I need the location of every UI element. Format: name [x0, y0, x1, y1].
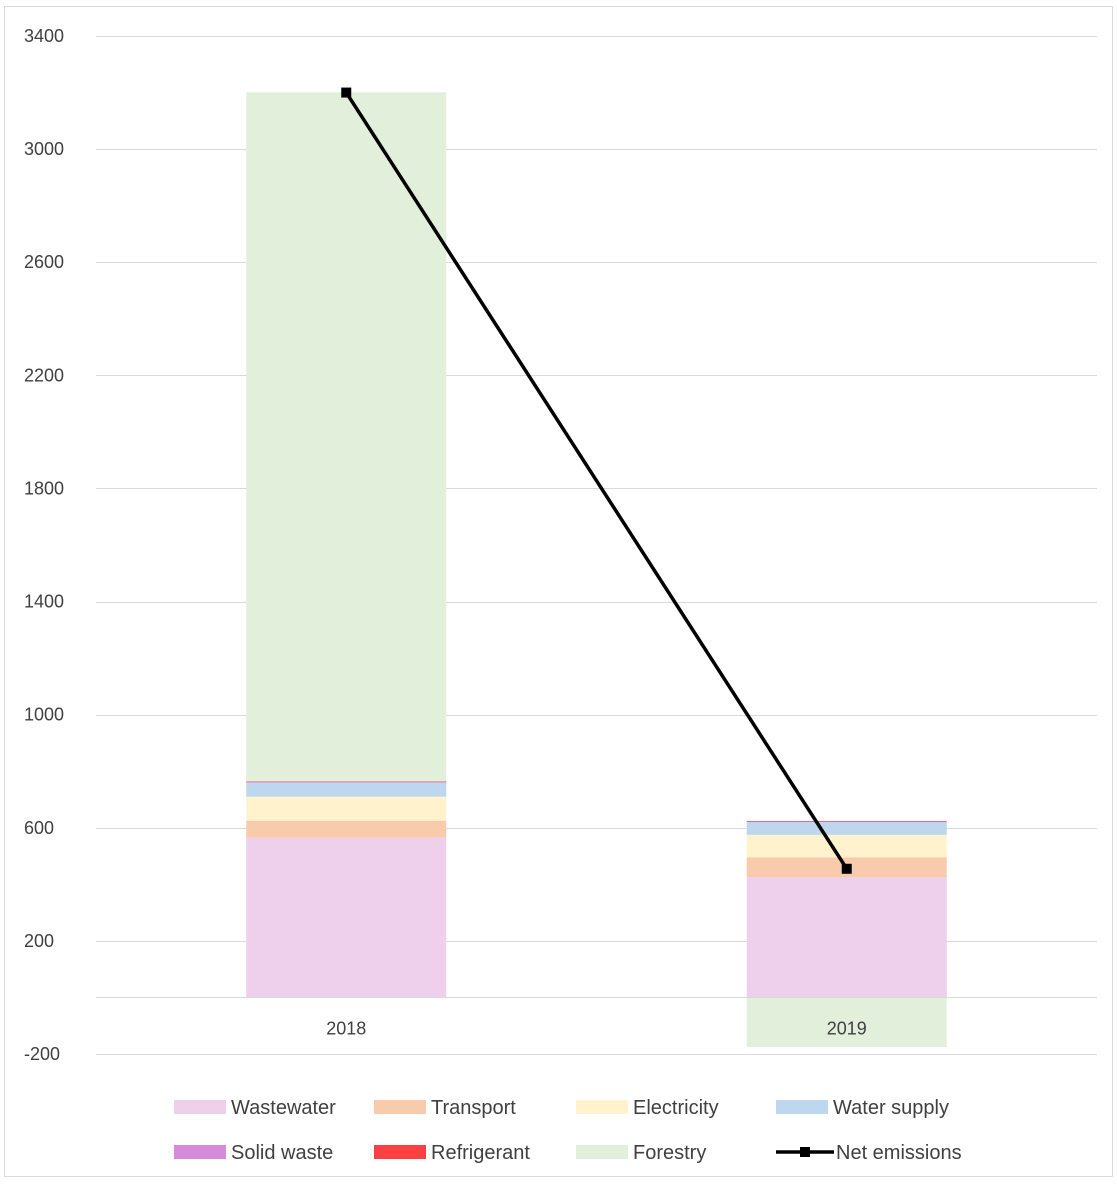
legend-item-water-supply: Water supply [776, 1097, 949, 1119]
legend-swatch-water-supply [776, 1100, 828, 1114]
y-tick-label: 2200 [24, 365, 64, 385]
legend-label-forestry: Forestry [633, 1142, 706, 1164]
x-tick-label-2018: 2018 [326, 1019, 366, 1039]
legend-item-electricity: Electricity [576, 1097, 719, 1119]
bar-solid-waste-2019 [746, 821, 947, 823]
y-axis-tick-labels: 3400 3000 2600 2200 1800 1400 1000 600 200 -200 [24, 26, 64, 1064]
legend-item-transport: Transport [374, 1097, 516, 1119]
y-tick-label: 3400 [24, 26, 64, 46]
legend-label-wastewater: Wastewater [231, 1097, 336, 1119]
bar-water-supply-2019 [746, 822, 947, 835]
net-emissions-series-line [344, 91, 849, 870]
y-tick-label: 2600 [24, 252, 64, 272]
bar-refrigerant-2019 [746, 820, 947, 822]
bar-wastewater-2018 [246, 837, 447, 998]
x-tick-label-2019: 2019 [827, 1019, 867, 1039]
legend-label-refrigerant: Refrigerant [431, 1142, 530, 1164]
y-tick-label: -200 [24, 1044, 60, 1064]
legend-label-solid-waste: Solid waste [231, 1142, 333, 1164]
bar-electricity-2019 [746, 834, 947, 858]
bar-electricity-2018 [246, 796, 447, 821]
y-tick-label: 1000 [24, 705, 64, 725]
legend-swatch-forestry [576, 1145, 628, 1159]
legend-item-wastewater: Wastewater [174, 1097, 336, 1119]
y-tick-label: 3000 [24, 139, 64, 159]
bar-refrigerant-2018 [246, 781, 447, 782]
legend-item-solid-waste: Solid waste [174, 1142, 333, 1164]
legend-swatch-electricity [576, 1100, 628, 1114]
y-tick-label: 1800 [24, 478, 64, 498]
legend-item-net-emissions: Net emissions [776, 1142, 962, 1164]
bar-solid-waste-2018 [246, 781, 447, 783]
bar-forestry-2019 [746, 997, 947, 1047]
legend-item-forestry: Forestry [576, 1142, 706, 1164]
legend-label-electricity: Electricity [633, 1097, 719, 1119]
legend-label-water-supply: Water supply [833, 1097, 949, 1119]
x-axis-tick-labels: 2018 2019 [326, 1019, 867, 1039]
legend-item-refrigerant: Refrigerant [374, 1142, 530, 1164]
bars [246, 92, 947, 1047]
legend-marker-net-emissions [800, 1147, 810, 1157]
y-tick-label: 200 [24, 931, 54, 951]
legend-label-net-emissions: Net emissions [836, 1142, 962, 1164]
legend-label-transport: Transport [431, 1097, 516, 1119]
legend-swatch-transport [374, 1100, 426, 1114]
net-emissions-line [341, 87, 852, 874]
y-tick-label: 1400 [24, 592, 64, 612]
bar-transport-2018 [246, 820, 447, 838]
net-emissions-marker-2019 [841, 863, 852, 874]
legend-swatch-wastewater [174, 1100, 226, 1114]
bar-water-supply-2018 [246, 782, 447, 797]
legend-swatch-solid-waste [174, 1145, 226, 1159]
legend: Wastewater Transport Electricity Water supp… [174, 1097, 962, 1164]
bar-forestry-2018 [246, 92, 447, 782]
y-tick-label: 600 [24, 818, 54, 838]
legend-swatch-refrigerant [374, 1145, 426, 1159]
bar-wastewater-2019 [746, 877, 947, 998]
net-emissions-marker-2018 [341, 87, 352, 98]
